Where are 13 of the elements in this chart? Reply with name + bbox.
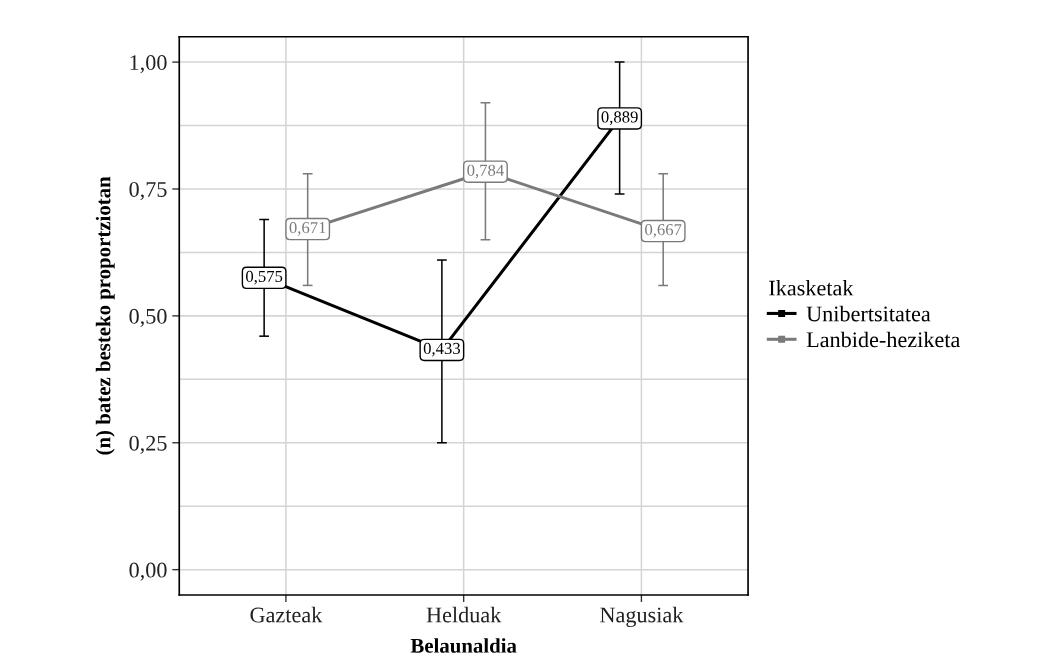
y-tick-label: 0,50 (129, 308, 167, 327)
x-axis-title: Belaunaldia (410, 638, 517, 653)
y-tick-label: 0,00 (129, 562, 167, 581)
x-tick-label: Gazteak (250, 606, 323, 623)
y-axis-title: (n) batez besteko proportziotan (95, 176, 115, 455)
y-tick-label: 0,25 (129, 435, 167, 454)
legend-label: Lanbide-heziketa (806, 331, 961, 348)
y-tick-label: 0,75 (129, 181, 167, 201)
legend-label: Unibertsitatea (806, 305, 931, 322)
legend-title: Ikasketak (769, 279, 854, 296)
x-tick-label: Nagusiak (600, 606, 684, 628)
y-tick-label: 1,00 (130, 55, 167, 74)
x-tick-label: Helduak (426, 606, 502, 623)
